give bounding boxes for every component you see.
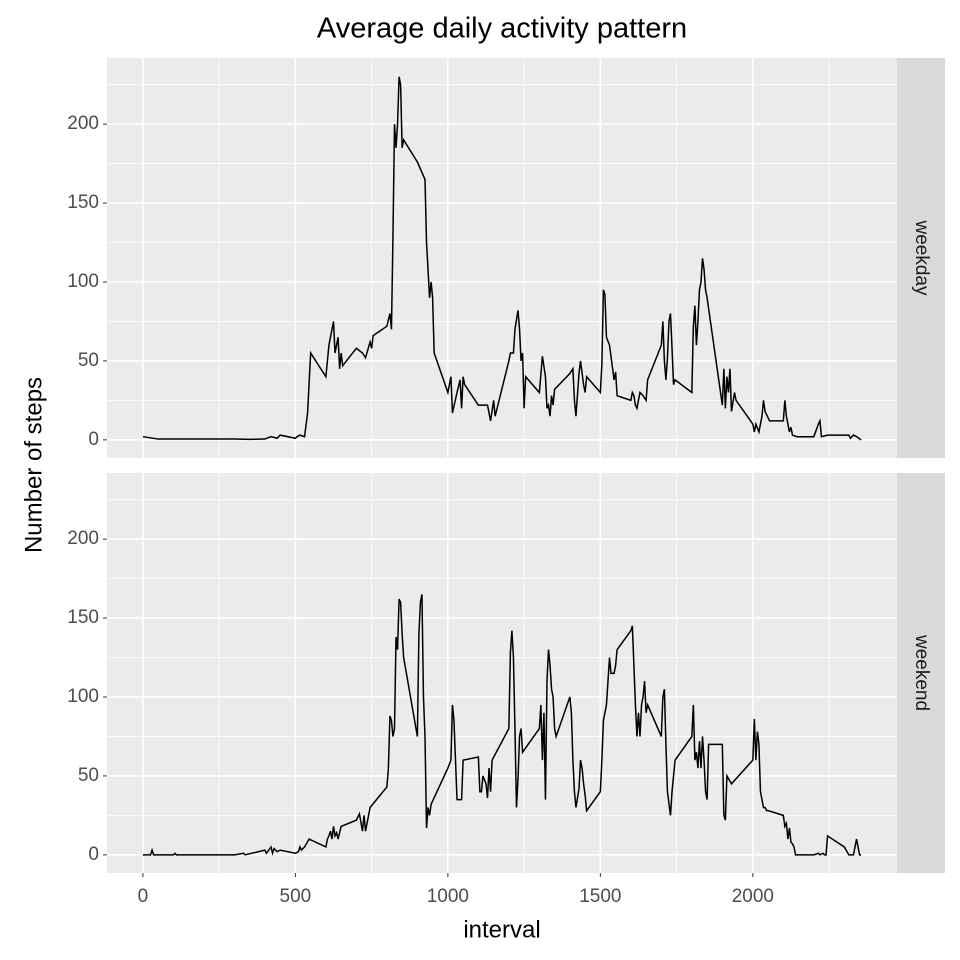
data-line xyxy=(142,76,862,441)
y-tick-label: 150 xyxy=(67,607,99,628)
strip-label: weekend xyxy=(911,634,932,711)
data-line xyxy=(142,594,862,857)
x-axis-title: interval xyxy=(463,916,540,943)
y-tick-label: 200 xyxy=(67,528,99,549)
chart-title: Average daily activity pattern xyxy=(317,13,687,45)
panel-background xyxy=(107,473,897,873)
y-tick-label: 50 xyxy=(78,350,99,371)
y-tick-label: 0 xyxy=(88,844,99,865)
x-tick-label: 500 xyxy=(280,886,312,907)
strip-background xyxy=(897,58,945,458)
strip-label: weekday xyxy=(911,220,932,296)
y-tick-label: 100 xyxy=(67,271,99,292)
panel-background xyxy=(107,58,897,458)
x-tick-label: 2000 xyxy=(732,886,774,907)
strip-background xyxy=(897,473,945,873)
y-tick-label: 150 xyxy=(67,192,99,213)
y-tick-label: 200 xyxy=(67,113,99,134)
x-tick-label: 0 xyxy=(138,886,149,907)
y-tick-label: 100 xyxy=(67,686,99,707)
y-tick-label: 0 xyxy=(88,429,99,450)
x-tick-label: 1500 xyxy=(579,886,621,907)
x-tick-label: 1000 xyxy=(427,886,469,907)
y-axis-title: Number of steps xyxy=(20,377,47,553)
y-tick-label: 50 xyxy=(78,765,99,786)
